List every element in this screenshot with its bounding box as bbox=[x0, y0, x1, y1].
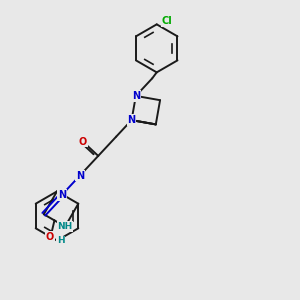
Text: N: N bbox=[132, 91, 140, 101]
Text: O: O bbox=[79, 136, 87, 147]
Text: NH: NH bbox=[58, 222, 73, 231]
Text: Cl: Cl bbox=[162, 16, 172, 26]
Text: N: N bbox=[58, 190, 66, 200]
Text: O: O bbox=[46, 232, 54, 242]
Text: N: N bbox=[76, 171, 84, 181]
Text: N: N bbox=[128, 115, 136, 125]
Text: H: H bbox=[57, 236, 64, 245]
